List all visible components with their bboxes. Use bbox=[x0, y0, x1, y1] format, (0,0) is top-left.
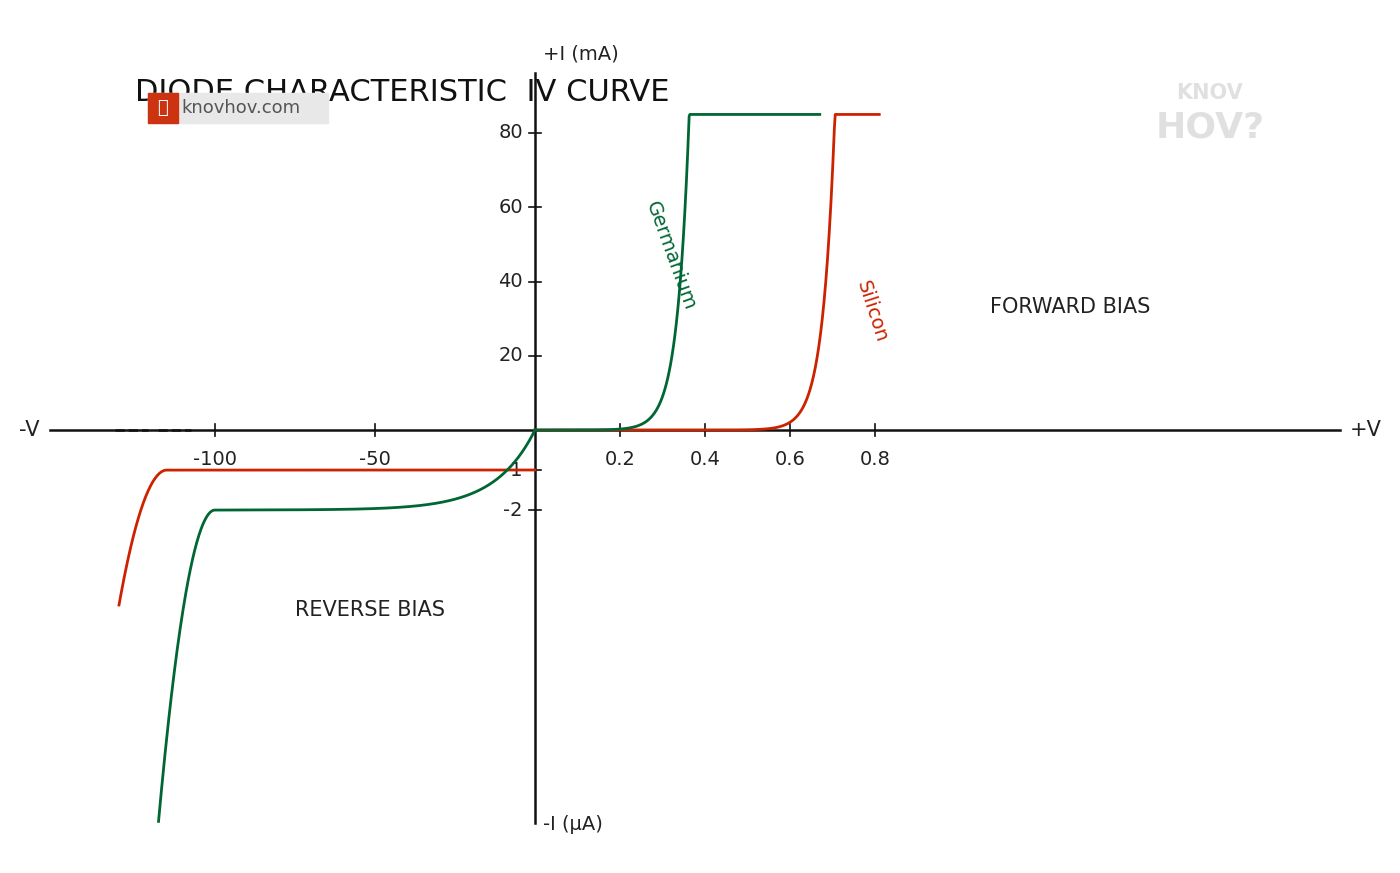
Text: 0.8: 0.8 bbox=[860, 450, 890, 469]
Text: knovhov.com: knovhov.com bbox=[182, 99, 301, 117]
Text: HOV?: HOV? bbox=[1155, 111, 1264, 145]
Text: ⌕: ⌕ bbox=[158, 99, 168, 117]
Text: 80: 80 bbox=[498, 123, 524, 142]
Text: -1: -1 bbox=[504, 460, 524, 479]
Bar bbox=[148, 93, 178, 123]
Text: 20: 20 bbox=[498, 347, 524, 365]
Text: 0.6: 0.6 bbox=[774, 450, 805, 469]
Text: +I (mA): +I (mA) bbox=[543, 44, 619, 63]
Text: -2: -2 bbox=[504, 500, 524, 519]
Text: 0.2: 0.2 bbox=[605, 450, 636, 469]
Text: FORWARD BIAS: FORWARD BIAS bbox=[990, 298, 1151, 318]
Text: DIODE CHARACTERISTIC  IV CURVE: DIODE CHARACTERISTIC IV CURVE bbox=[134, 78, 669, 107]
Text: KNOV: KNOV bbox=[1176, 83, 1243, 103]
Text: -I (μA): -I (μA) bbox=[543, 815, 603, 834]
Text: +V: +V bbox=[1350, 420, 1382, 440]
Text: -50: -50 bbox=[358, 450, 391, 469]
Text: -V: -V bbox=[20, 420, 41, 440]
Text: 60: 60 bbox=[498, 198, 524, 217]
Bar bbox=[148, 93, 328, 123]
Text: Germanium: Germanium bbox=[643, 198, 700, 313]
Text: -100: -100 bbox=[193, 450, 237, 469]
Text: Silicon: Silicon bbox=[853, 278, 890, 345]
Text: REVERSE BIAS: REVERSE BIAS bbox=[295, 600, 445, 620]
Text: 40: 40 bbox=[498, 272, 524, 291]
Text: 0.4: 0.4 bbox=[690, 450, 721, 469]
